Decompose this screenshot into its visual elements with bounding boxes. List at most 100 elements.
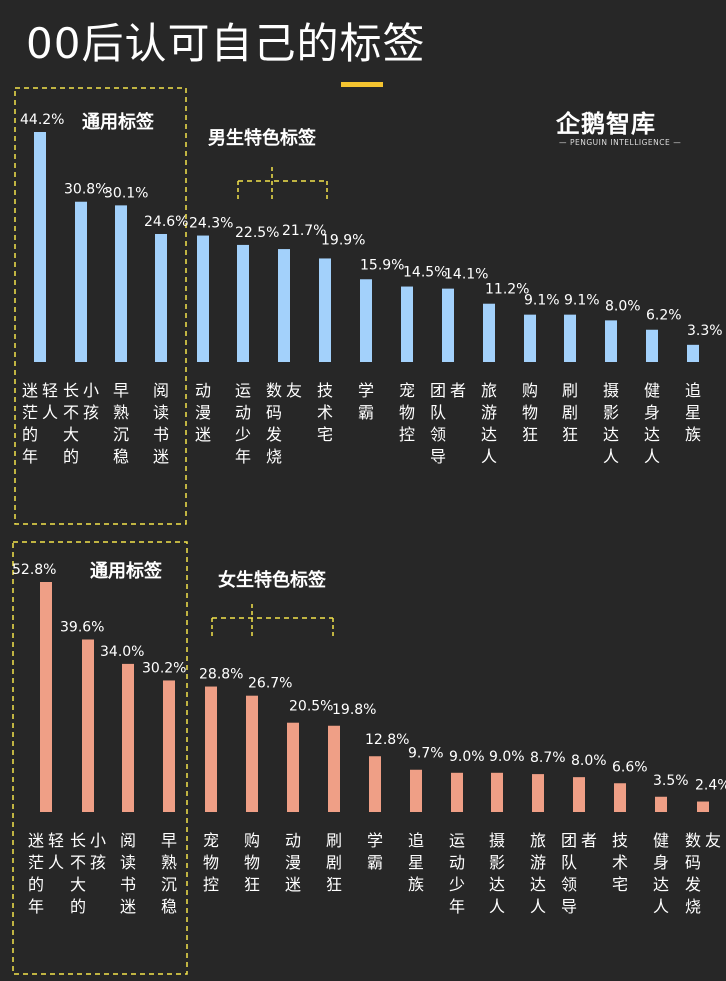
category-label-male-3: 阅读书迷 [153,381,169,466]
category-label-female-9: 追星族 [408,831,424,894]
category-label-male-13: 刷剧狂 [562,381,578,444]
category-label-female-8: 学霸 [367,831,383,872]
bar-male-9 [401,286,413,362]
category-label-male-16: 追星族 [685,381,701,444]
category-label-female-13: 团队领导者 [561,831,597,916]
category-label-male-11: 旅游达人 [481,381,497,466]
bar-male-10 [442,288,454,362]
bar-female-13 [573,777,585,812]
category-label-female-11: 摄影达人 [489,831,505,916]
bar-male-1 [75,201,87,362]
category-label-male-7: 技术宅 [317,381,333,444]
category-label-female-5: 购物狂 [244,831,260,894]
value-label-female-8: 12.8% [365,732,409,748]
category-label-male-0: 迷茫的年轻人 [22,381,58,466]
value-label-female-1: 39.6% [60,620,104,636]
value-label-male-13: 9.1% [564,293,600,309]
value-label-male-14: 8.0% [605,298,641,314]
value-label-male-12: 9.1% [524,293,560,309]
title-underline [341,82,383,87]
category-label-male-2: 早熟沉稳 [113,381,129,466]
bar-male-11 [483,303,495,362]
value-label-female-10: 9.0% [449,749,485,765]
value-label-male-9: 14.5% [403,265,447,281]
value-label-male-5: 22.5% [235,225,279,241]
value-label-female-4: 28.8% [199,667,243,683]
category-label-male-8: 学霸 [358,381,374,422]
bar-female-9 [410,769,422,812]
bar-female-16 [697,801,709,812]
value-label-female-2: 34.0% [100,644,144,660]
category-label-female-15: 健身达人 [653,831,669,916]
value-label-female-9: 9.7% [408,746,444,762]
value-label-female-16: 2.4% [695,778,726,794]
value-label-female-15: 3.5% [653,773,689,789]
bar-female-6 [287,722,299,812]
logo-name: 企鹅智库 [556,110,656,138]
value-label-female-3: 30.2% [142,660,186,676]
bar-male-2 [115,205,127,362]
category-label-female-14: 技术宅 [612,831,628,894]
bar-male-14 [605,320,617,362]
value-label-male-16: 3.3% [687,323,723,339]
value-label-female-14: 6.6% [612,759,648,775]
bar-female-4 [205,686,217,812]
category-label-female-1: 长不大的小孩 [70,831,106,916]
logo-subtitle: PENGUIN INTELLIGENCE [556,138,684,147]
bar-male-8 [360,279,372,362]
category-label-male-14: 摄影达人 [603,381,619,466]
category-label-female-6: 动漫迷 [285,831,301,894]
value-label-female-6: 20.5% [289,699,333,715]
value-label-male-6: 21.7% [282,223,326,239]
bar-female-15 [655,796,667,812]
value-label-male-10: 14.1% [444,267,488,283]
common-group-label: 通用标签 [90,560,163,582]
bar-male-5 [237,244,249,362]
category-label-male-15: 健身达人 [644,381,660,466]
value-label-male-4: 24.3% [189,216,233,232]
value-label-female-12: 8.7% [530,750,566,766]
category-label-female-4: 宠物控 [203,831,219,894]
bar-female-1 [82,639,94,812]
bar-female-5 [246,695,258,812]
value-label-male-8: 15.9% [360,257,404,273]
common-group-box [12,541,188,975]
bar-male-0 [34,132,46,362]
category-label-female-0: 迷茫的年轻人 [28,831,64,916]
bar-female-3 [163,680,175,812]
category-label-female-10: 运动少年 [449,831,465,916]
bar-female-7 [328,725,340,812]
category-label-female-16: 数码发烧友 [685,831,721,916]
value-label-male-3: 24.6% [144,214,188,230]
bar-male-12 [524,314,536,362]
common-group-label: 通用标签 [82,111,155,133]
bar-female-12 [532,774,544,812]
special-group-label: 女生特色标签 [218,569,327,591]
category-label-female-3: 早熟沉稳 [161,831,177,916]
value-label-female-0: 52.8% [12,562,56,578]
value-label-female-11: 9.0% [489,749,525,765]
bar-male-6 [278,249,290,362]
category-label-female-2: 阅读书迷 [120,831,136,916]
bar-female-2 [122,663,134,812]
bar-male-13 [564,314,576,362]
bar-male-4 [197,235,209,362]
value-label-male-0: 44.2% [20,112,64,128]
value-label-male-11: 11.2% [485,282,529,298]
bar-female-8 [369,756,381,812]
page-title: 00后认可自己的标签 [26,19,426,68]
category-label-male-4: 动漫迷 [195,381,211,444]
bar-female-11 [491,772,503,812]
bar-male-7 [319,258,331,362]
category-label-female-7: 刷剧狂 [326,831,342,894]
value-label-male-15: 6.2% [646,308,682,324]
bar-female-10 [451,772,463,812]
bar-female-0 [40,582,52,812]
value-label-male-1: 30.8% [64,182,108,198]
value-label-female-13: 8.0% [571,753,607,769]
category-label-male-6: 数码发烧友 [266,381,302,466]
bar-male-16 [687,344,699,362]
special-group-label: 男生特色标签 [208,127,317,149]
